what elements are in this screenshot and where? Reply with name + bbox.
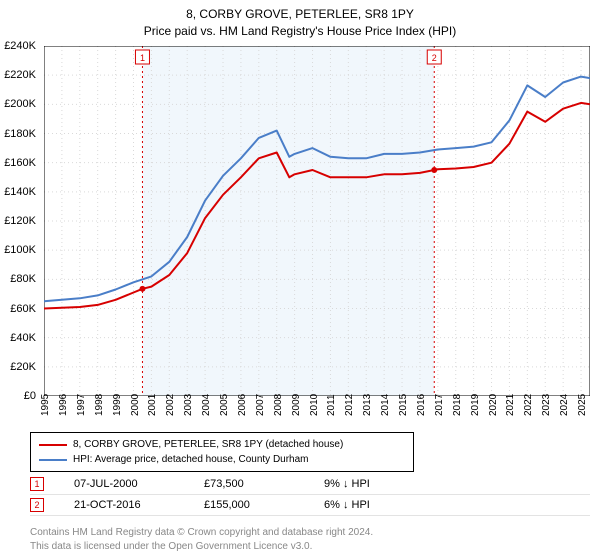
sale-marker-index: 2: [34, 500, 39, 510]
y-tick-label: £180K: [4, 128, 36, 140]
x-tick-label: 1997: [76, 394, 87, 416]
y-tick-label: £240K: [4, 40, 36, 52]
x-tick-label: 2021: [505, 394, 516, 416]
footer-note: Contains HM Land Registry data © Crown c…: [30, 526, 373, 553]
x-tick-label: 2003: [183, 394, 194, 416]
x-tick-label: 2005: [219, 394, 230, 416]
sale-diff: 6% ↓ HPI: [324, 499, 590, 511]
x-tick-label: 2013: [362, 394, 373, 416]
x-tick-label: 2025: [577, 394, 588, 416]
x-tick-label: 2002: [165, 394, 176, 416]
legend-label: 8, CORBY GROVE, PETERLEE, SR8 1PY (detac…: [73, 437, 343, 452]
svg-text:1: 1: [140, 53, 145, 63]
x-tick-label: 2000: [130, 394, 141, 416]
plot-area: 12: [44, 46, 590, 396]
x-tick-label: 2016: [416, 394, 427, 416]
y-tick-label: £60K: [10, 303, 36, 315]
x-tick-label: 2014: [380, 394, 391, 416]
x-tick-label: 2015: [398, 394, 409, 416]
sale-marker-icon: 2: [30, 498, 44, 512]
legend-swatch-icon: [39, 444, 67, 446]
legend: 8, CORBY GROVE, PETERLEE, SR8 1PY (detac…: [30, 432, 414, 472]
x-tick-label: 2006: [237, 394, 248, 416]
legend-item: HPI: Average price, detached house, Coun…: [39, 452, 405, 467]
x-tick-label: 2017: [434, 394, 445, 416]
x-tick-label: 2010: [309, 394, 320, 416]
x-tick-label: 2008: [273, 394, 284, 416]
x-tick-label: 2009: [291, 394, 302, 416]
table-row: 1 07-JUL-2000 £73,500 9% ↓ HPI: [30, 474, 590, 495]
x-tick-label: 2020: [488, 394, 499, 416]
x-tick-label: 2023: [541, 394, 552, 416]
sale-date: 21-OCT-2016: [74, 499, 174, 511]
legend-label: HPI: Average price, detached house, Coun…: [73, 452, 309, 467]
legend-swatch-icon: [39, 459, 67, 461]
x-tick-label: 1998: [94, 394, 105, 416]
y-tick-label: £200K: [4, 98, 36, 110]
sale-price: £73,500: [204, 478, 294, 490]
x-tick-label: 2001: [147, 394, 158, 416]
x-tick-label: 2007: [255, 394, 266, 416]
sales-table: 1 07-JUL-2000 £73,500 9% ↓ HPI 2 21-OCT-…: [30, 474, 590, 516]
sale-marker-index: 1: [34, 479, 39, 489]
y-tick-label: £100K: [4, 244, 36, 256]
x-tick-label: 2011: [326, 394, 337, 416]
y-tick-label: £80K: [10, 273, 36, 285]
y-tick-label: £0: [24, 390, 36, 402]
y-tick-label: £120K: [4, 215, 36, 227]
x-tick-label: 1999: [112, 394, 123, 416]
sale-diff: 9% ↓ HPI: [324, 478, 590, 490]
x-tick-label: 2019: [470, 394, 481, 416]
x-tick-label: 1995: [40, 394, 51, 416]
legend-item: 8, CORBY GROVE, PETERLEE, SR8 1PY (detac…: [39, 437, 405, 452]
sale-date: 07-JUL-2000: [74, 478, 174, 490]
title-block: 8, CORBY GROVE, PETERLEE, SR8 1PY Price …: [0, 0, 600, 40]
x-tick-label: 2024: [559, 394, 570, 416]
y-tick-label: £140K: [4, 186, 36, 198]
y-tick-label: £160K: [4, 157, 36, 169]
title-line-2: Price paid vs. HM Land Registry's House …: [0, 23, 600, 40]
x-tick-label: 1996: [58, 394, 69, 416]
svg-text:2: 2: [432, 53, 437, 63]
table-row: 2 21-OCT-2016 £155,000 6% ↓ HPI: [30, 495, 590, 516]
y-tick-label: £40K: [10, 332, 36, 344]
title-line-1: 8, CORBY GROVE, PETERLEE, SR8 1PY: [0, 6, 600, 23]
sale-marker-icon: 1: [30, 477, 44, 491]
chart-svg: 12: [44, 46, 590, 396]
sale-price: £155,000: [204, 499, 294, 511]
y-tick-label: £220K: [4, 69, 36, 81]
y-axis: £0£20K£40K£60K£80K£100K£120K£140K£160K£1…: [0, 46, 40, 396]
x-tick-label: 2012: [344, 394, 355, 416]
footer-line-2: This data is licensed under the Open Gov…: [30, 540, 373, 554]
y-tick-label: £20K: [10, 361, 36, 373]
x-tick-label: 2004: [201, 394, 212, 416]
x-tick-label: 2022: [523, 394, 534, 416]
x-tick-label: 2018: [452, 394, 463, 416]
chart-container: 8, CORBY GROVE, PETERLEE, SR8 1PY Price …: [0, 0, 600, 560]
footer-line-1: Contains HM Land Registry data © Crown c…: [30, 526, 373, 540]
